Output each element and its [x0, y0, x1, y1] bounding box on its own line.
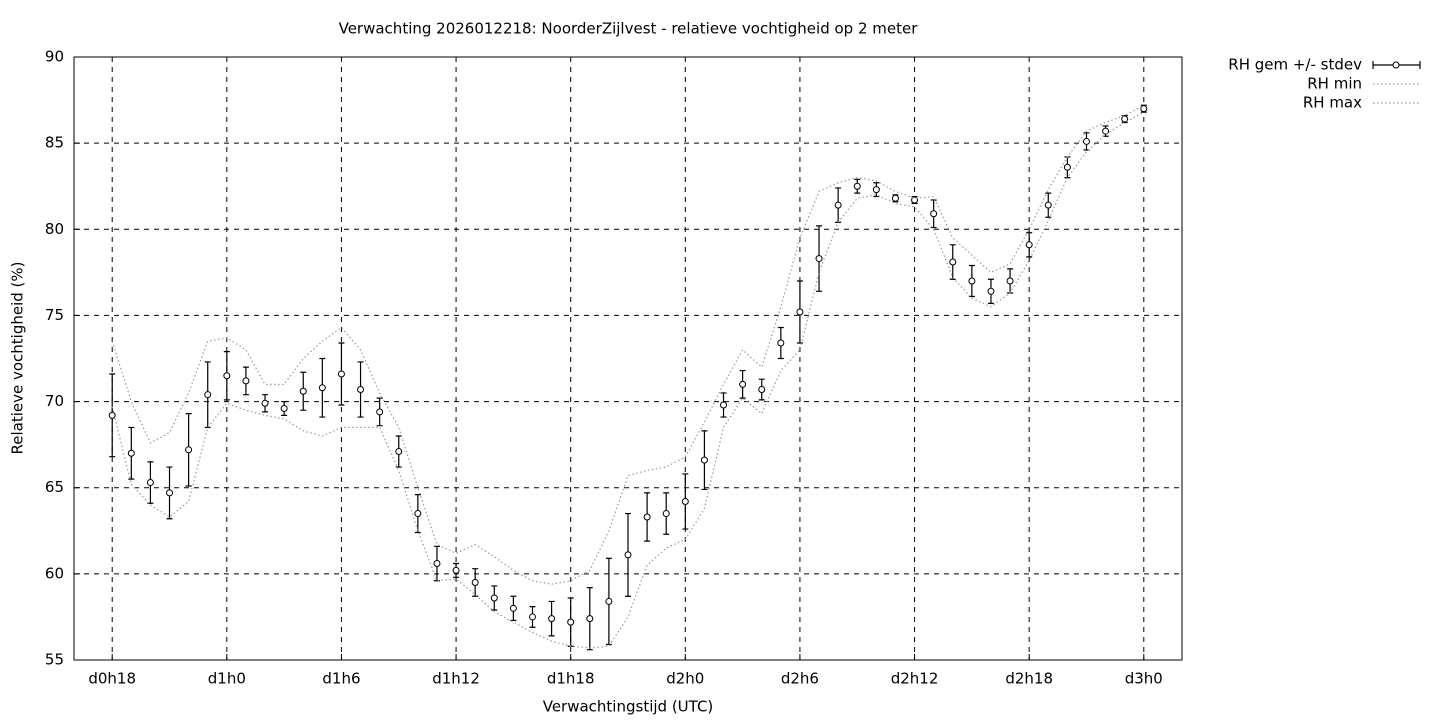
mean-point [815, 255, 823, 263]
mean-point [624, 551, 632, 559]
mean-point [720, 401, 728, 409]
mean-point [662, 510, 670, 518]
mean-point [166, 489, 174, 497]
mean-point [605, 597, 613, 605]
y-tick-label: 70 [45, 392, 64, 410]
legend-swatch [1392, 61, 1400, 69]
x-tick-label: d2h18 [1005, 670, 1053, 688]
mean-point [949, 258, 957, 266]
mean-point [777, 339, 785, 347]
mean-point [930, 210, 938, 218]
mean-point [127, 449, 135, 457]
mean-point [146, 479, 154, 487]
mean-point [1044, 201, 1052, 209]
mean-point [108, 411, 116, 419]
mean-point [891, 194, 899, 202]
x-tick-label: d1h0 [208, 670, 246, 688]
y-tick-label: 80 [45, 220, 64, 238]
mean-point [853, 182, 861, 190]
y-tick-label: 65 [45, 478, 64, 496]
y-tick-label: 60 [45, 564, 64, 582]
mean-point [987, 287, 995, 295]
mean-point [185, 446, 193, 454]
chart-title: Verwachting 2026012218: NoorderZijlvest … [339, 20, 919, 38]
legend-label: RH min [1307, 75, 1362, 93]
mean-point [567, 618, 575, 626]
mean-point [395, 448, 403, 456]
mean-point [471, 578, 479, 586]
mean-point [204, 391, 212, 399]
range-line [111, 111, 1145, 649]
mean-point [968, 277, 976, 285]
x-tick-label: d2h12 [891, 670, 939, 688]
x-tick-label: d2h6 [781, 670, 819, 688]
y-tick-label: 55 [45, 651, 64, 669]
mean-point [1082, 137, 1090, 145]
mean-point [834, 201, 842, 209]
x-tick-label: d2h0 [666, 670, 704, 688]
mean-point [1140, 105, 1148, 113]
mean-point [872, 186, 880, 194]
mean-point [758, 386, 766, 394]
mean-point [681, 497, 689, 505]
mean-point [261, 399, 269, 407]
mean-point [1025, 241, 1033, 249]
mean-point [357, 386, 365, 394]
y-axis-label: Relatieve vochtigheid (%) [9, 261, 27, 454]
x-tick-label: d1h18 [547, 670, 595, 688]
mean-point [223, 372, 231, 380]
y-tick-label: 85 [45, 134, 64, 152]
mean-point [299, 387, 307, 395]
mean-point [528, 613, 536, 621]
plot-frame [73, 56, 1183, 661]
mean-point [700, 456, 708, 464]
mean-point [548, 615, 556, 623]
y-tick-label: 90 [45, 48, 64, 66]
range-line [111, 104, 1145, 585]
mean-point [1006, 277, 1014, 285]
y-tick-label: 75 [45, 306, 64, 324]
mean-point [509, 604, 517, 612]
x-tick-label: d0h18 [88, 670, 136, 688]
mean-point [739, 380, 747, 388]
mean-point [1102, 127, 1110, 135]
mean-point [414, 510, 422, 518]
x-tick-label: d1h6 [322, 670, 360, 688]
mean-point [1121, 115, 1129, 123]
x-axis-label: Verwachtingstijd (UTC) [543, 698, 714, 716]
x-tick-label: d3h0 [1125, 670, 1163, 688]
mean-point [911, 196, 919, 204]
legend-label: RH max [1303, 94, 1362, 112]
x-tick-label: d1h12 [432, 670, 480, 688]
mean-point [280, 404, 288, 412]
legend-label: RH gem +/- stdev [1228, 56, 1362, 74]
mean-point [318, 384, 326, 392]
mean-point [586, 615, 594, 623]
mean-point [242, 377, 250, 385]
mean-point [796, 308, 804, 316]
mean-point [337, 370, 345, 378]
mean-point [643, 513, 651, 521]
mean-point [452, 566, 460, 574]
mean-point [1063, 163, 1071, 171]
mean-point [376, 408, 384, 416]
mean-point [433, 560, 441, 568]
mean-point [490, 594, 498, 602]
